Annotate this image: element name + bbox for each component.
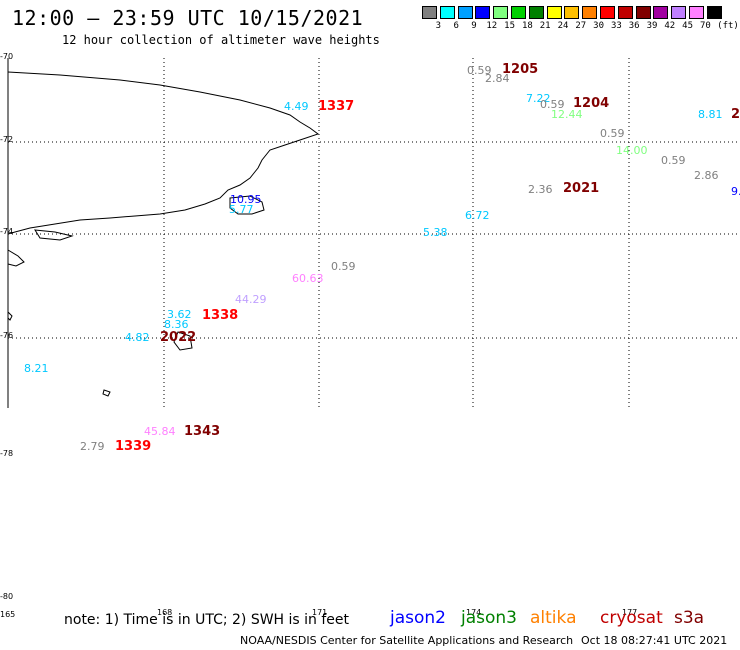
colorbar-swatch bbox=[635, 6, 651, 19]
colorbar-swatch bbox=[653, 6, 669, 19]
wave-height-label: 0.59 bbox=[600, 127, 625, 140]
wave-height-label: 0.59 bbox=[540, 98, 565, 111]
colorbar-swatch bbox=[528, 6, 544, 19]
wave-height-label: 12.44 bbox=[551, 108, 583, 121]
latitude-label: -76 bbox=[0, 331, 14, 340]
colorbar-tick-label: 3 bbox=[435, 21, 442, 31]
colorbar-tick-label: 30 bbox=[593, 21, 605, 31]
colorbar-swatch bbox=[689, 6, 704, 19]
wave-height-label: 5.38 bbox=[423, 226, 448, 239]
colorbar-tick-label: 18 bbox=[521, 21, 533, 31]
wave-height-label: 0.59 bbox=[467, 64, 492, 77]
pass-time-label: 1337 bbox=[318, 99, 355, 114]
colorbar-swatch bbox=[422, 6, 437, 19]
latitude-label: -72 bbox=[0, 135, 14, 144]
wave-height-label: 2.79 bbox=[80, 440, 105, 453]
latitude-label: -70 bbox=[0, 52, 14, 61]
wave-height-label: 8.21 bbox=[24, 362, 49, 375]
wave-height-label: 8.81 bbox=[698, 108, 723, 121]
satellite-name: s3a bbox=[674, 608, 705, 628]
wave-height-label: 5.77 bbox=[229, 203, 254, 216]
wave-height-label: 6.72 bbox=[465, 209, 490, 222]
colorbar-tick-label: 15 bbox=[504, 21, 516, 31]
pass-time-label: 2 bbox=[731, 107, 740, 122]
longitude-label: 171 bbox=[312, 608, 328, 617]
colorbar-tick-label: 39 bbox=[646, 21, 658, 31]
wave-height-label: 60.63 bbox=[292, 272, 324, 285]
colorbar-swatch bbox=[457, 6, 473, 19]
wave-height-label: 4.49 bbox=[284, 100, 309, 113]
map-subtitle: 12 hour collection of altimeter wave hei… bbox=[62, 33, 380, 47]
satellite-name: jason2 bbox=[390, 608, 446, 628]
colorbar-swatch bbox=[475, 6, 491, 19]
longitude-label: 177 bbox=[622, 608, 638, 617]
latitude-label: -80 bbox=[0, 592, 14, 601]
credit-text: NOAA/NESDIS Center for Satellite Applica… bbox=[240, 634, 574, 647]
wave-height-label: 3.62 bbox=[167, 308, 192, 321]
pass-time-label: 1338 bbox=[202, 308, 239, 323]
grid-lines bbox=[8, 58, 740, 408]
pass-time-label: 1204 bbox=[573, 96, 610, 111]
wave-height-label: 10.95 bbox=[230, 193, 262, 206]
colorbar-swatch bbox=[493, 6, 509, 19]
wave-height-label: 2.84 bbox=[485, 72, 510, 85]
wave-height-label: 14.00 bbox=[616, 144, 648, 157]
wave-height-label: 2.86 bbox=[694, 169, 719, 182]
longitude-label: 165 bbox=[0, 610, 16, 619]
colorbar-tick-label: 27 bbox=[575, 21, 587, 31]
latitude-label: -78 bbox=[0, 449, 14, 458]
latitude-label: -74 bbox=[0, 227, 14, 236]
colorbar-swatch bbox=[600, 6, 615, 19]
colorbar-swatch bbox=[617, 6, 633, 19]
wave-height-label: 0.59 bbox=[661, 154, 686, 167]
wave-height-label: 9. bbox=[731, 185, 740, 198]
wave-height-label: 0.59 bbox=[331, 260, 356, 273]
pass-time-label: 1205 bbox=[502, 62, 539, 77]
colorbar-tick-label: 6 bbox=[453, 21, 459, 31]
wave-height-label: 4.82 bbox=[125, 331, 150, 344]
coastline bbox=[7, 71, 320, 397]
colorbar-swatch bbox=[582, 6, 598, 19]
longitude-label: 168 bbox=[157, 608, 173, 617]
colorbar-swatch bbox=[564, 6, 580, 19]
satellite-name: cryosat bbox=[600, 608, 663, 628]
wave-height-label: 8.36 bbox=[164, 318, 189, 331]
map-title: 12:00 – 23:59 UTC 10/15/2021 bbox=[12, 6, 364, 30]
satellite-name: altika bbox=[530, 608, 577, 628]
colorbar-tick-label: 33 bbox=[610, 21, 622, 31]
colorbar-swatch bbox=[706, 6, 722, 19]
satellite-name: jason3 bbox=[461, 608, 517, 628]
colorbar-swatch bbox=[546, 6, 562, 19]
colorbar-tick-label: 12 bbox=[486, 21, 498, 31]
colorbar-unit: (ft) bbox=[717, 21, 739, 31]
wave-height-label: 45.84 bbox=[144, 425, 176, 438]
colorbar-tick-label: 36 bbox=[628, 21, 640, 31]
pass-time-label: 2021 bbox=[563, 181, 600, 196]
colorbar-swatch bbox=[671, 6, 687, 19]
wave-height-label: 7.22 bbox=[526, 92, 551, 105]
pass-time-label: 2022 bbox=[160, 330, 197, 345]
colorbar-tick-label: 70 bbox=[699, 21, 711, 31]
footer-note: note: 1) Time is in UTC; 2) SWH is in fe… bbox=[64, 612, 350, 628]
colorbar-swatch bbox=[511, 6, 526, 19]
wave-height-label: 2.36 bbox=[528, 183, 553, 196]
longitude-label: 174 bbox=[466, 608, 482, 617]
colorbar-tick-label: 21 bbox=[539, 21, 551, 31]
pass-time-label: 1339 bbox=[115, 439, 152, 454]
generated-timestamp: Oct 18 08:27:41 UTC 2021 bbox=[581, 634, 728, 647]
pass-time-label: 1343 bbox=[184, 424, 221, 439]
colorbar-tick-label: 45 bbox=[682, 21, 694, 31]
colorbar-tick-label: 24 bbox=[557, 21, 569, 31]
wave-height-label: 44.29 bbox=[235, 293, 267, 306]
colorbar-tick-label: 42 bbox=[664, 21, 676, 31]
colorbar-tick-label: 9 bbox=[471, 21, 477, 31]
colorbar-swatch bbox=[439, 6, 455, 19]
